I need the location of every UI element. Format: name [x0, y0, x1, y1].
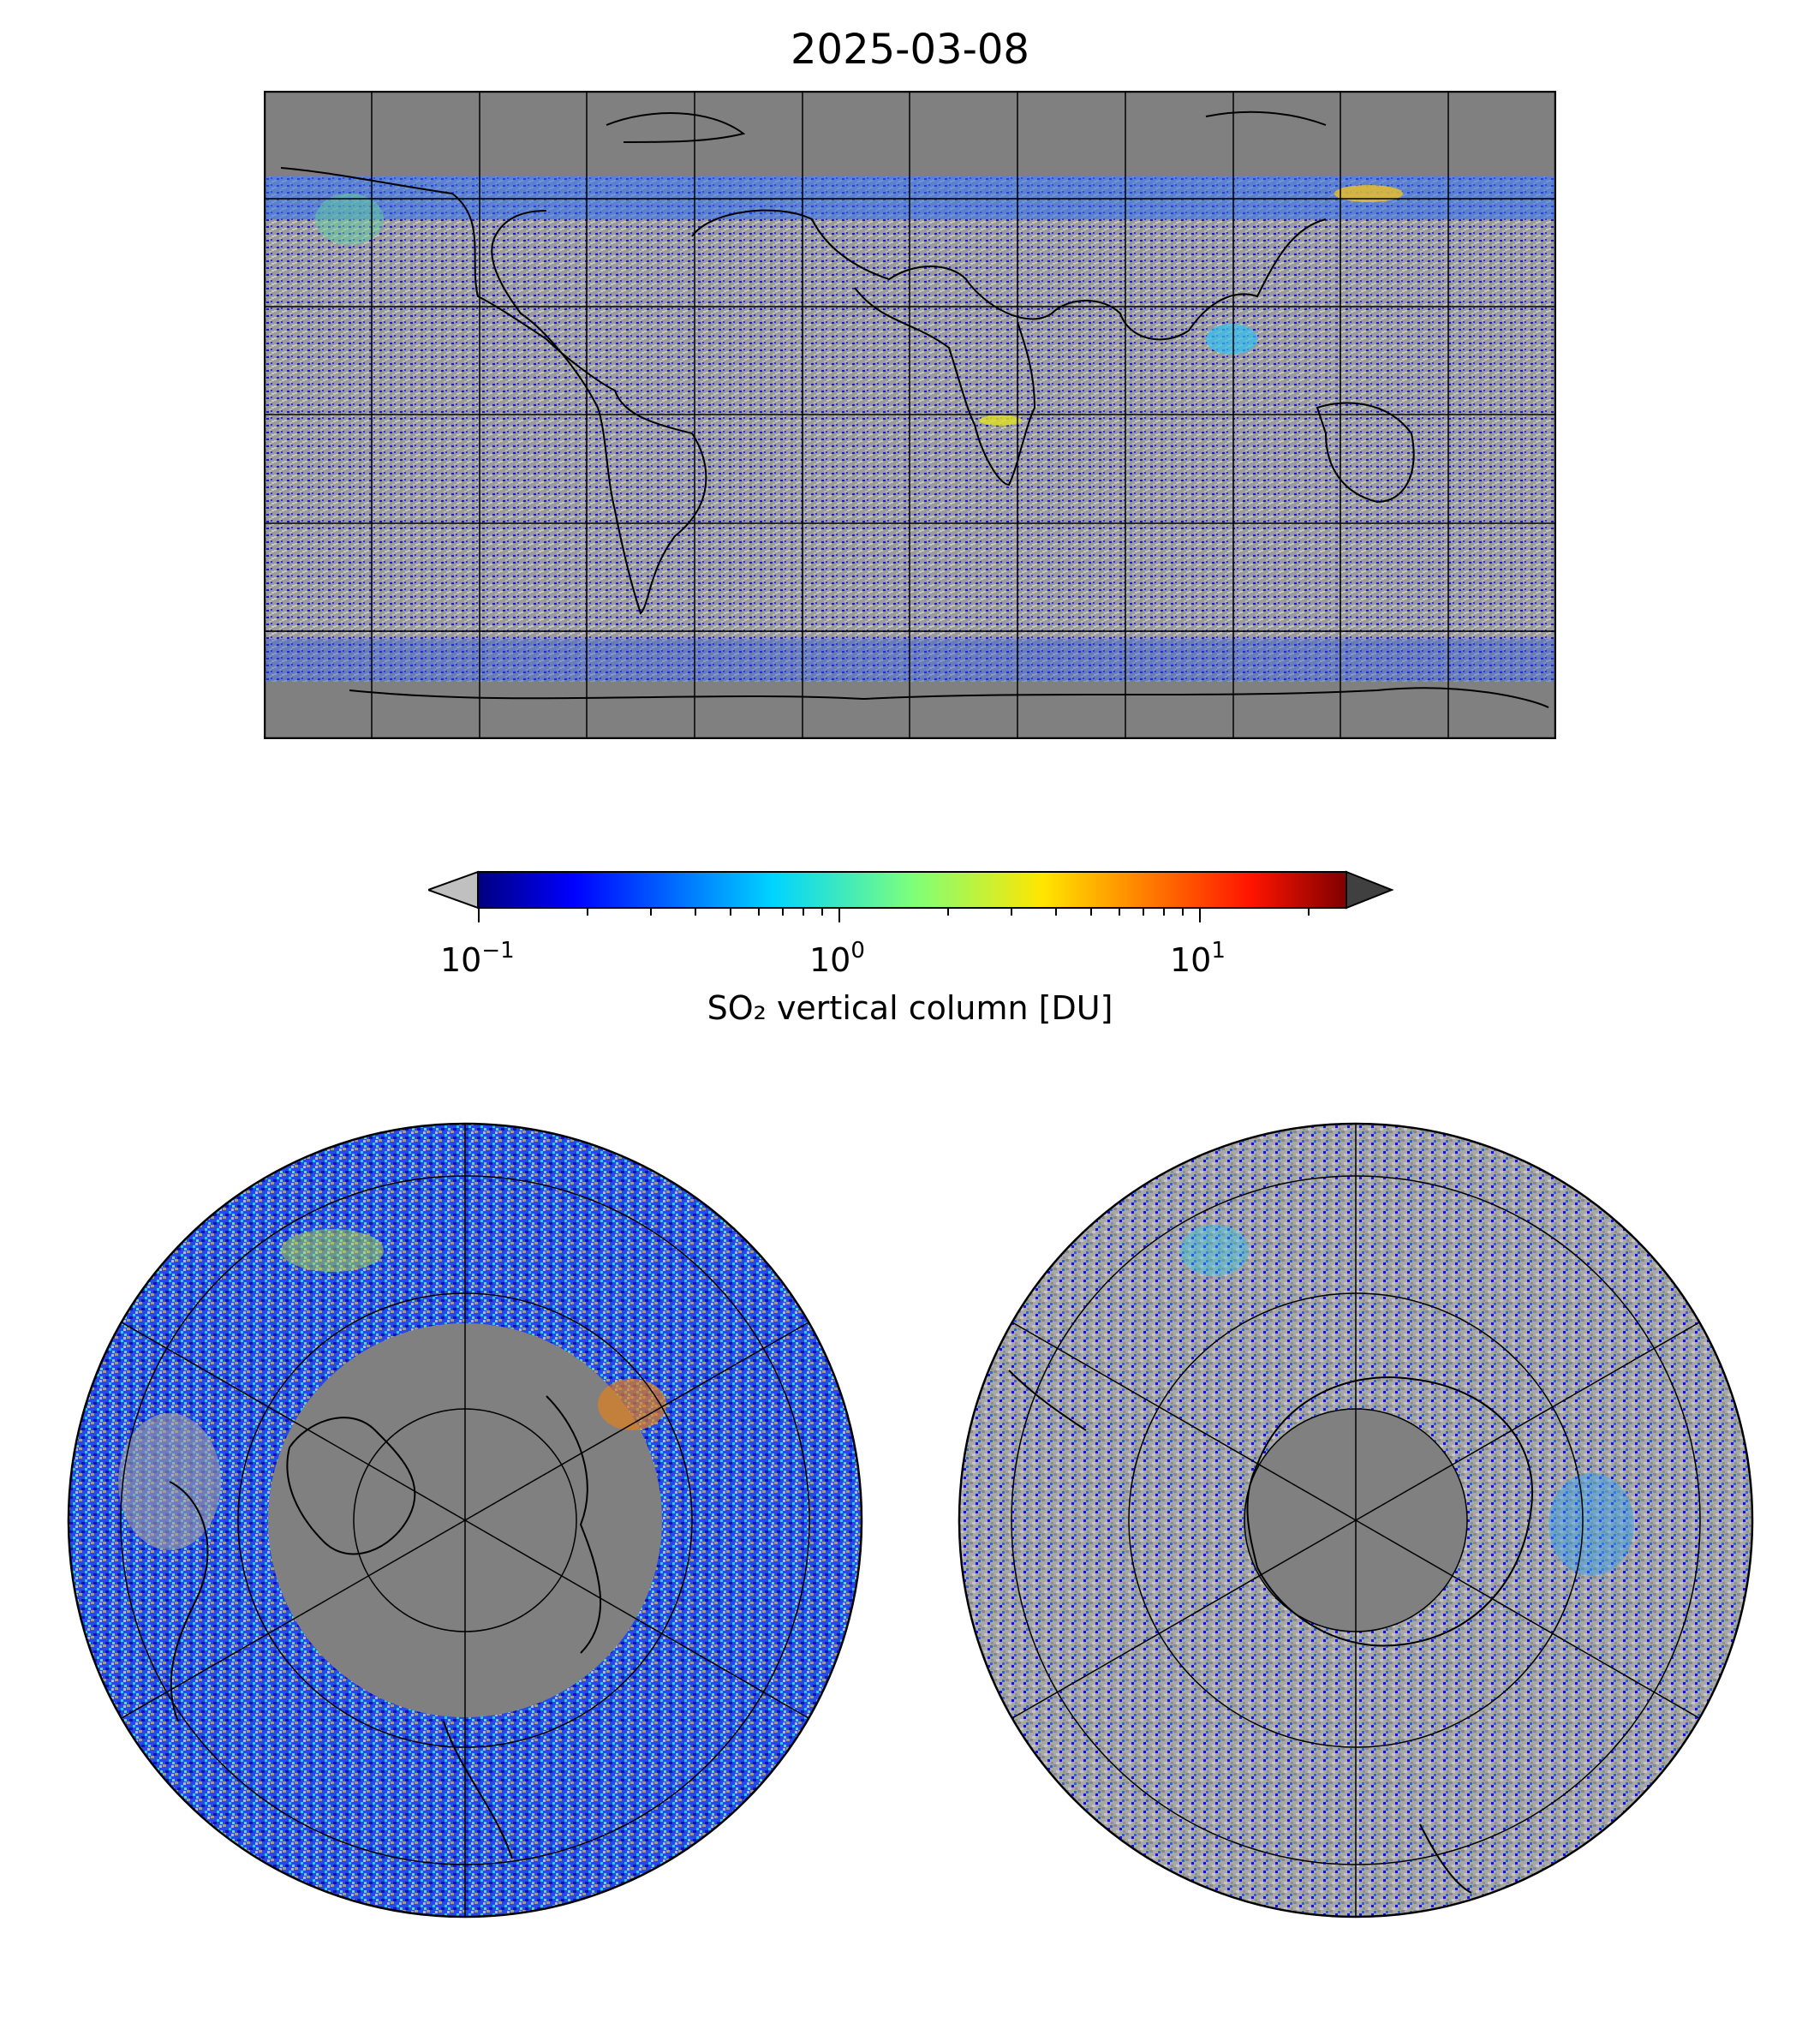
figure-title: 2025-03-08: [791, 26, 1029, 74]
gridlines: [264, 91, 1556, 739]
colorbar-under-extend: [428, 870, 479, 910]
north-polar-map: [67, 1122, 863, 1919]
gridlines: [120, 1124, 810, 1917]
coastlines: [1008, 1370, 1534, 1894]
gridlines: [1011, 1124, 1701, 1917]
coastlines: [169, 1395, 602, 1859]
colorbar: [428, 870, 1394, 922]
global-map: [264, 91, 1556, 739]
south-polar-map: [958, 1122, 1754, 1919]
colorbar-tick-label: 100: [809, 938, 865, 979]
colorbar-label: SO₂ vertical column [DU]: [707, 989, 1113, 1027]
colorbar-tick-label: 101: [1170, 938, 1226, 979]
colorbar-over-extend: [1346, 870, 1394, 910]
colorbar-ticks: [478, 908, 1310, 922]
colorbar-tick-label: 10−1: [440, 938, 515, 979]
